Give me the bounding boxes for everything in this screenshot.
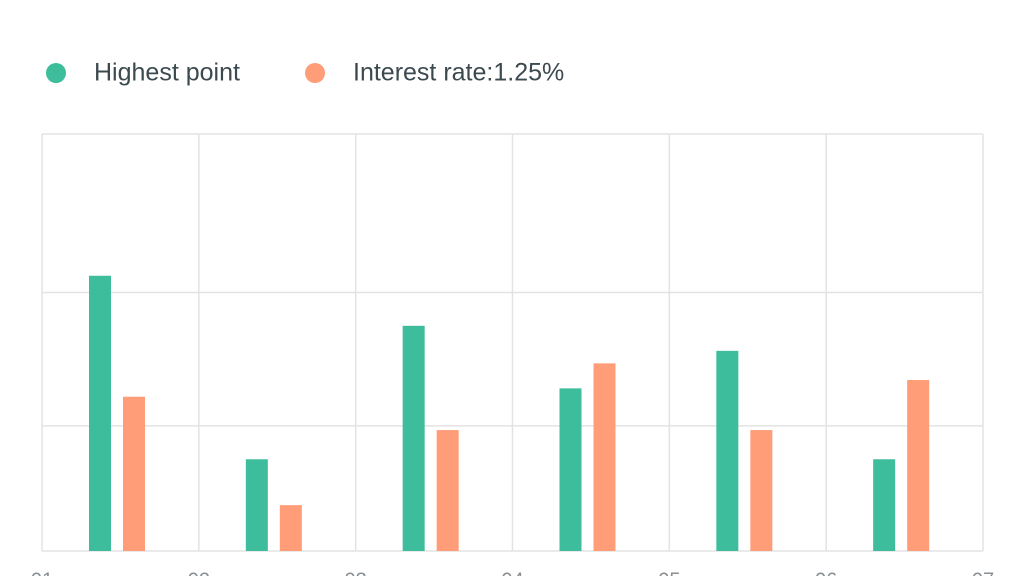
legend-marker (46, 63, 66, 83)
bar (89, 275, 111, 551)
x-tick-label: 06 (815, 569, 837, 576)
bar (750, 430, 773, 551)
x-tick-label: 01 (31, 569, 53, 576)
x-tick-label: 07 (972, 569, 994, 576)
legend-marker (305, 63, 325, 83)
bar (245, 459, 268, 551)
x-tick-label: 04 (501, 569, 523, 576)
bar (123, 396, 145, 551)
bar (402, 325, 425, 551)
bar (716, 350, 739, 551)
bar (873, 459, 896, 551)
bar (279, 505, 302, 551)
bar (436, 430, 459, 551)
legend-label: Highest point (94, 59, 240, 87)
bar (559, 388, 582, 551)
x-tick-label: 03 (345, 569, 367, 576)
legend-label: Interest rate:1.25% (353, 59, 564, 87)
bar (593, 363, 616, 551)
bar (907, 380, 930, 551)
x-tick-label: 02 (188, 569, 210, 576)
x-tick-label: 05 (658, 569, 680, 576)
